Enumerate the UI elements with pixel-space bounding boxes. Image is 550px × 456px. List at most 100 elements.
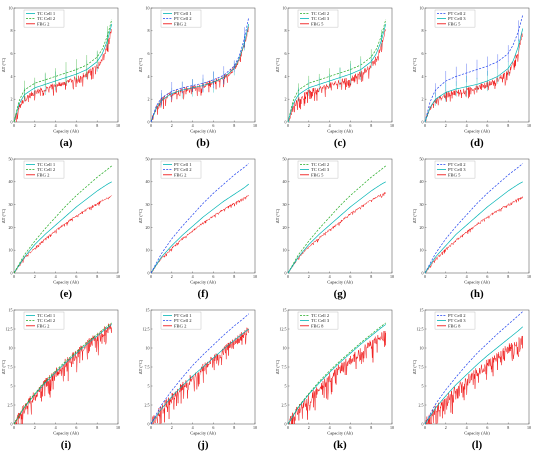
x-tick-label: 10 [390, 274, 394, 279]
x-axis-label: Capacity (Ah) [190, 431, 216, 436]
y-tick-label: 6 [148, 51, 150, 56]
x-tick-label: 2 [34, 274, 36, 279]
x-axis-label: Capacity (Ah) [53, 129, 79, 134]
x-tick-label: 4 [329, 274, 331, 279]
legend-label: PT Cell 3 [448, 16, 466, 21]
x-tick-label: 0 [287, 425, 289, 430]
x-tick-label: 2 [171, 425, 173, 430]
x-axis-label: Capacity (Ah) [464, 129, 490, 134]
panel-letter: (f) [198, 288, 209, 300]
x-tick-label: 0 [424, 425, 426, 430]
x-tick-label: 8 [507, 274, 509, 279]
x-axis-label: Capacity (Ah) [464, 431, 490, 436]
panel-letter: (h) [470, 288, 484, 300]
y-tick-label: 8 [285, 28, 287, 33]
series-line-fbg-2 [13, 28, 112, 123]
legend-label: FBG 8 [448, 323, 461, 328]
panel-letter: (j) [198, 439, 209, 451]
legend-label: TC Cell 1 [37, 11, 56, 16]
y-tick-label: 15 [9, 307, 13, 312]
x-tick-label: 10 [116, 425, 120, 430]
y-tick-label: 50 [146, 156, 150, 161]
x-tick-label: 2 [34, 123, 36, 128]
y-tick-label: 50 [420, 156, 424, 161]
y-tick-label: 6 [11, 51, 13, 56]
x-tick-label: 2 [308, 123, 310, 128]
x-tick-label: 6 [349, 274, 351, 279]
series-line-fbg-5 [424, 32, 523, 123]
chart-panel-c: 0 2 4 6 8 10 0 2 4 6 8 10 Capacity (Ah) ΔT (°C) TC Cel… [275, 5, 394, 149]
y-tick-label: 30 [283, 202, 287, 207]
x-tick-label: 10 [527, 274, 531, 279]
x-tick-label: 10 [390, 123, 394, 128]
chart-panel-k: 0 2 4 6 8 10 0 2.5 5 7.5 10 12.5 15 Capacity (Ah) ΔT (… [275, 307, 394, 451]
y-axis-label: ΔT (°C) [1, 57, 6, 72]
series-line-pt-cell-1 [150, 23, 250, 123]
x-tick-label: 4 [466, 123, 468, 128]
y-tick-label: 40 [420, 179, 424, 184]
y-tick-label: 2.5 [282, 402, 287, 407]
legend-label: FBG 2 [37, 323, 50, 328]
legend-box [434, 9, 476, 28]
x-tick-label: 2 [445, 425, 447, 430]
panel-letter: (a) [60, 137, 73, 149]
series-line-tc-cell-3 [287, 181, 386, 274]
y-tick-label: 50 [9, 156, 13, 161]
x-tick-label: 10 [253, 274, 257, 279]
y-tick-label: 5 [11, 383, 13, 388]
x-tick-label: 0 [424, 123, 426, 128]
x-tick-label: 0 [13, 123, 15, 128]
y-tick-label: 4 [285, 74, 287, 79]
series-line-fbg-2 [13, 195, 112, 274]
chart-panel-i: 0 2 4 6 8 10 0 2.5 5 7.5 10 12.5 15 Capacity (Ah) ΔT (… [1, 307, 120, 451]
series-line-tc-cell-1 [13, 23, 113, 123]
y-tick-label: 10 [283, 248, 287, 253]
series-line-fbg-5 [424, 195, 523, 274]
series-line-tc-cell-2 [287, 165, 386, 274]
y-tick-label: 8 [422, 28, 424, 33]
chart-panel-h: 0 2 4 6 8 10 0 10 20 30 40 50 Capacity (Ah) ΔT (°C) PT… [412, 156, 531, 300]
chart-panel-j: 0 2 4 6 8 10 0 2.5 5 7.5 10 12.5 15 Capacity (Ah) ΔT (… [138, 307, 257, 451]
x-axis-label: Capacity (Ah) [53, 280, 79, 285]
series-line-pt-cell-2 [150, 313, 249, 425]
legend-box [160, 311, 202, 330]
y-tick-label: 0 [11, 270, 13, 275]
x-tick-label: 8 [370, 425, 372, 430]
x-tick-label: 6 [212, 274, 214, 279]
series-line-pt-cell-2 [150, 17, 250, 123]
y-tick-label: 6 [422, 51, 424, 56]
y-tick-label: 10 [9, 5, 13, 10]
legend-box [23, 311, 65, 330]
legend-label: PT Cell 1 [174, 162, 192, 167]
panel-letter: (c) [334, 137, 347, 149]
y-tick-label: 0 [422, 119, 424, 124]
legend-label: TC Cell 2 [37, 318, 56, 323]
legend-label: PT Cell 1 [174, 11, 192, 16]
y-tick-label: 12.5 [143, 326, 150, 331]
x-tick-label: 6 [75, 274, 77, 279]
legend-label: TC Cell 3 [311, 16, 330, 21]
y-tick-label: 2.5 [8, 402, 13, 407]
x-tick-label: 10 [253, 425, 257, 430]
legend-box [297, 160, 339, 179]
y-tick-label: 15 [283, 307, 287, 312]
x-axis-label: Capacity (Ah) [327, 431, 353, 436]
x-tick-label: 4 [192, 274, 194, 279]
x-axis-label: Capacity (Ah) [190, 280, 216, 285]
legend-box [434, 311, 476, 330]
x-tick-label: 0 [150, 123, 152, 128]
x-tick-label: 4 [55, 425, 57, 430]
x-axis-label: Capacity (Ah) [53, 431, 79, 436]
y-tick-label: 2 [11, 97, 13, 102]
series-line-tc-cell-2 [13, 165, 112, 274]
x-tick-label: 6 [349, 123, 351, 128]
panel-letter: (e) [60, 288, 73, 300]
y-axis-label: ΔT (°C) [412, 359, 417, 374]
y-tick-label: 40 [283, 179, 287, 184]
legend-label: TC Cell 2 [311, 11, 330, 16]
legend-box [297, 9, 339, 28]
y-tick-label: 4 [11, 74, 13, 79]
legend-label: TC Cell 2 [37, 167, 56, 172]
panel-letter: (i) [61, 439, 72, 451]
